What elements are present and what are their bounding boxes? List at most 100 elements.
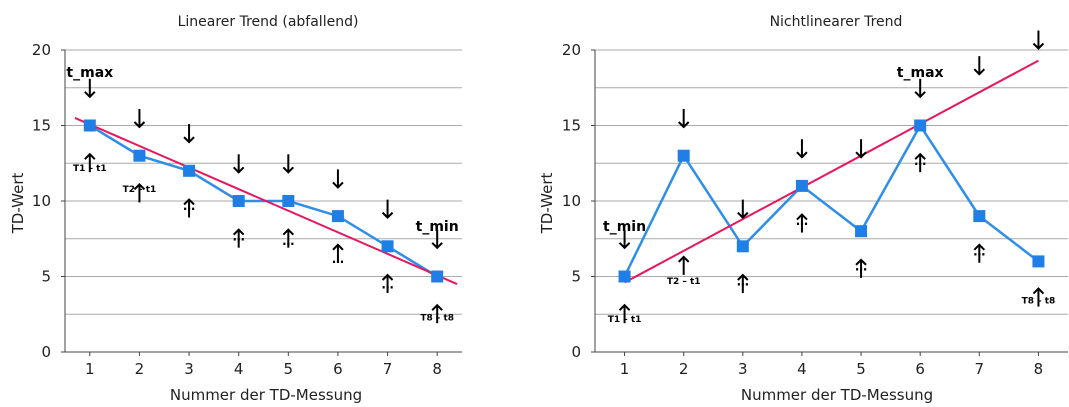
y-tick-label: 10 [32,192,51,210]
annotation-label: … [332,252,344,266]
annotation-label: T1 – t1 [608,315,642,325]
annotation-label: t_max [897,65,944,81]
annotation-label: T1 – t1 [73,164,107,174]
chart-nonlinear-trend: Nichtlinearer Trend Nummer der TD-Messun… [538,14,1068,404]
down-arrow [232,154,245,174]
data-point [973,210,986,223]
x-axis-label-linear: Nummer der TD-Messung [170,386,362,404]
up-arrow [973,243,986,263]
up-arrow [282,228,295,248]
trend-line [624,59,1039,284]
data-point [83,119,96,132]
x-tick-label: 1 [85,360,95,378]
y-tick-label: 15 [32,117,51,135]
down-arrow [84,78,96,99]
data-point [618,270,631,283]
up-arrow [183,198,195,218]
x-tick-label: 6 [333,360,343,378]
annotation-label: T8 – t8 [420,313,454,323]
x-tick-label: 7 [383,360,393,378]
data-point [1032,255,1045,268]
y-tick-label: 0 [41,343,51,361]
data-point [183,164,196,177]
y-tick-label: 0 [571,343,581,361]
annotation-label: … [855,259,867,273]
annotation-label: … [183,199,195,213]
trend-line [74,117,458,285]
data-point [133,149,146,162]
x-tick-label: 3 [184,360,194,378]
down-arrow [618,229,631,250]
up-arrow [332,243,344,263]
down-arrow [1032,30,1045,50]
data-point [677,149,690,162]
chart-title-linear: Linearer Trend (abfallend) [178,14,359,30]
down-arrow [332,169,344,189]
x-tick-label: 4 [234,360,244,378]
x-tick-label: 2 [679,360,689,378]
data-point [795,179,808,192]
down-arrow [381,199,394,220]
down-arrow [282,154,295,174]
annotation-label: … [796,214,808,228]
annotation-label: T8 – t8 [1022,297,1056,307]
annotation-label: T2 – t1 [123,185,157,195]
y-tick-label: 10 [562,192,581,210]
down-arrow [677,109,690,129]
down-arrow [796,139,808,159]
x-tick-label: 2 [135,360,145,378]
up-arrow [618,303,631,324]
y-tick-label: 20 [32,41,51,59]
data-point [282,195,295,207]
x-tick-label: 4 [797,360,807,378]
annotation-label: … [233,229,245,243]
data-point [381,240,394,253]
up-arrow [133,182,146,203]
annotation-label: … [973,244,985,258]
up-arrow [737,273,749,293]
up-arrow [232,228,245,248]
up-arrow [381,273,394,293]
up-arrow [796,213,808,233]
down-arrow [431,229,443,250]
x-tick-label: 5 [856,360,866,378]
up-arrow [431,303,443,324]
y-tick-label: 5 [41,268,51,286]
annotation-label: … [282,234,294,248]
up-arrow [855,258,867,278]
data-point [232,195,245,207]
x-tick-label: 7 [975,360,985,378]
x-tick-label: 8 [432,360,442,378]
up-arrow [84,152,96,173]
down-arrow [133,109,146,129]
up-arrow [677,255,690,275]
x-tick-label: 6 [915,360,925,378]
annotation-label: t_min [416,219,459,235]
y-axis-label-nonlinear: TD-Wert [538,173,556,235]
up-arrow [1032,287,1045,307]
data-point [331,210,344,223]
down-arrow [737,199,749,220]
y-tick-label: 15 [562,117,581,135]
x-tick-label: 5 [284,360,294,378]
data-point [431,270,444,283]
down-arrow [855,139,867,159]
data-point [855,225,868,238]
up-arrow [914,152,926,173]
annotation-label: T2 – t1 [667,277,701,287]
x-tick-label: 1 [620,360,630,378]
annotation-label: … [382,278,394,292]
annotation-label: t_max [66,65,113,81]
chart-title-nonlinear: Nichtlinearer Trend [770,14,903,30]
y-tick-label: 5 [571,268,581,286]
x-tick-label: 3 [738,360,748,378]
data-point [736,240,749,253]
annotation-label: … [737,275,749,289]
y-tick-label: 20 [562,41,581,59]
annotation-label: t_min [603,219,646,235]
down-arrow [914,78,926,99]
down-arrow [973,56,986,76]
annotation-label: … [914,154,926,168]
x-axis-label-nonlinear: Nummer der TD-Messung [741,386,933,404]
